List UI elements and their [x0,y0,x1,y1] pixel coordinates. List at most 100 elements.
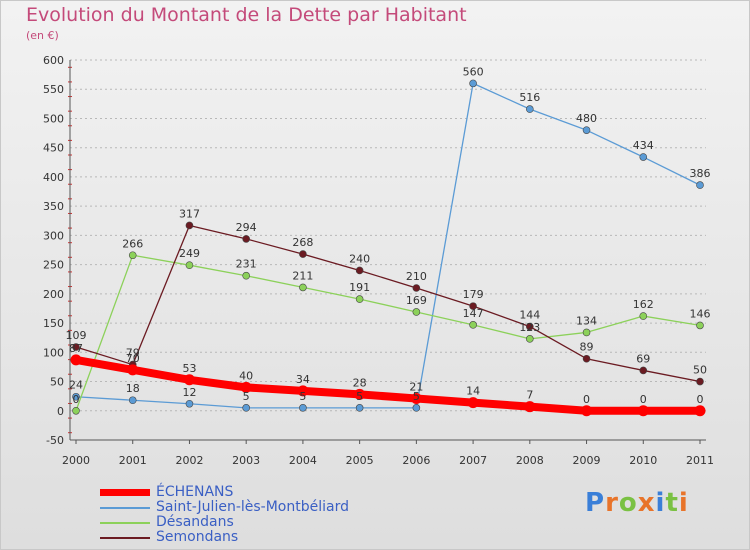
logo-letter: P [585,488,606,518]
data-label: 162 [633,298,654,311]
data-label: 5 [243,390,250,403]
data-label: 317 [179,207,200,220]
data-point [469,79,477,88]
data-label: 210 [406,270,427,283]
y-tick-label: 50 [50,376,64,389]
data-label: 50 [693,364,707,377]
data-label: 146 [690,307,711,320]
data-label: 79 [126,347,140,360]
data-label: 211 [292,269,313,282]
legend-swatch [100,489,150,496]
data-point [637,405,649,417]
legend-swatch [100,507,150,509]
legend-label: Désandans [156,514,234,530]
data-point [696,377,704,386]
y-tick-label: 250 [43,259,64,272]
data-point [70,354,82,366]
data-point [639,366,648,375]
data-point [354,388,366,400]
data-label: 5 [356,390,363,403]
data-label: 0 [697,393,704,406]
legend-label: Saint-Julien-lès-Montbéliard [156,499,349,515]
data-point [299,250,307,258]
data-label: 231 [236,258,257,271]
data-point [185,399,194,408]
data-point [242,271,250,280]
data-label: 21 [409,380,423,393]
x-tick-label: 2010 [629,454,657,467]
data-point [128,251,137,260]
series-line-2 [75,254,701,412]
data-label: 34 [296,373,310,386]
data-label: 144 [519,309,540,322]
data-label: 7 [526,389,533,402]
y-tick-label: 500 [43,112,64,125]
logo-letter: i [655,488,666,518]
y-tick-label: 150 [43,317,64,330]
data-label: 12 [182,386,196,399]
data-point [526,335,534,343]
data-label: 0 [73,393,80,406]
y-tick-label: 400 [43,171,64,184]
y-tick-label: 300 [43,229,64,242]
data-point [639,312,648,320]
logo-letter: r [605,488,619,518]
data-label: 14 [466,385,480,398]
data-label: 169 [406,294,427,307]
data-point [694,405,706,417]
data-label: 123 [519,321,540,334]
data-label: 28 [353,376,367,389]
y-tick-label: 100 [43,346,64,359]
data-label: 249 [179,247,200,260]
data-point [467,397,479,409]
data-label: 5 [299,390,306,403]
legend-swatch [100,522,150,524]
data-point [639,153,648,161]
x-tick-label: 2009 [573,454,601,467]
data-point [355,295,364,303]
data-point [128,396,137,405]
y-tick-label: 450 [43,142,64,155]
data-label: 87 [69,342,83,355]
data-point [469,302,477,310]
data-label: 240 [349,252,370,265]
data-label: 191 [349,281,370,294]
data-label: 266 [122,237,143,250]
x-tick-label: 2004 [289,454,317,467]
data-point [524,401,536,413]
data-label: 560 [463,65,484,78]
data-label: 294 [236,221,257,234]
data-label: 0 [583,393,590,406]
legend-label: ÉCHENANS [156,484,234,500]
data-point [582,328,591,337]
data-point [242,404,250,412]
x-tick-label: 2005 [346,454,374,467]
data-label: 5 [413,390,420,403]
data-point [72,392,80,401]
x-tick-label: 2002 [175,454,203,467]
data-point [185,221,194,230]
data-point [412,404,421,412]
logo-letter: i [678,488,689,518]
legend-label: Semondans [156,529,239,545]
data-label: 134 [576,314,597,327]
data-label: 0 [640,393,647,406]
data-point [582,354,591,363]
data-point [72,343,80,351]
data-label: 179 [463,288,484,301]
x-tick-label: 2006 [402,454,430,467]
proxiti-logo: Proxiti [585,488,689,518]
data-point [127,364,139,376]
data-point [72,406,80,415]
data-point [696,181,704,189]
data-label: 69 [636,352,650,365]
data-point [469,321,477,329]
chart-subtitle: (en €) [26,29,59,42]
data-label: 480 [576,112,597,125]
data-point [242,235,250,243]
x-tick-label: 2008 [516,454,544,467]
data-label: 516 [519,91,540,104]
data-label: 434 [633,139,654,152]
legend-swatch [100,537,150,539]
